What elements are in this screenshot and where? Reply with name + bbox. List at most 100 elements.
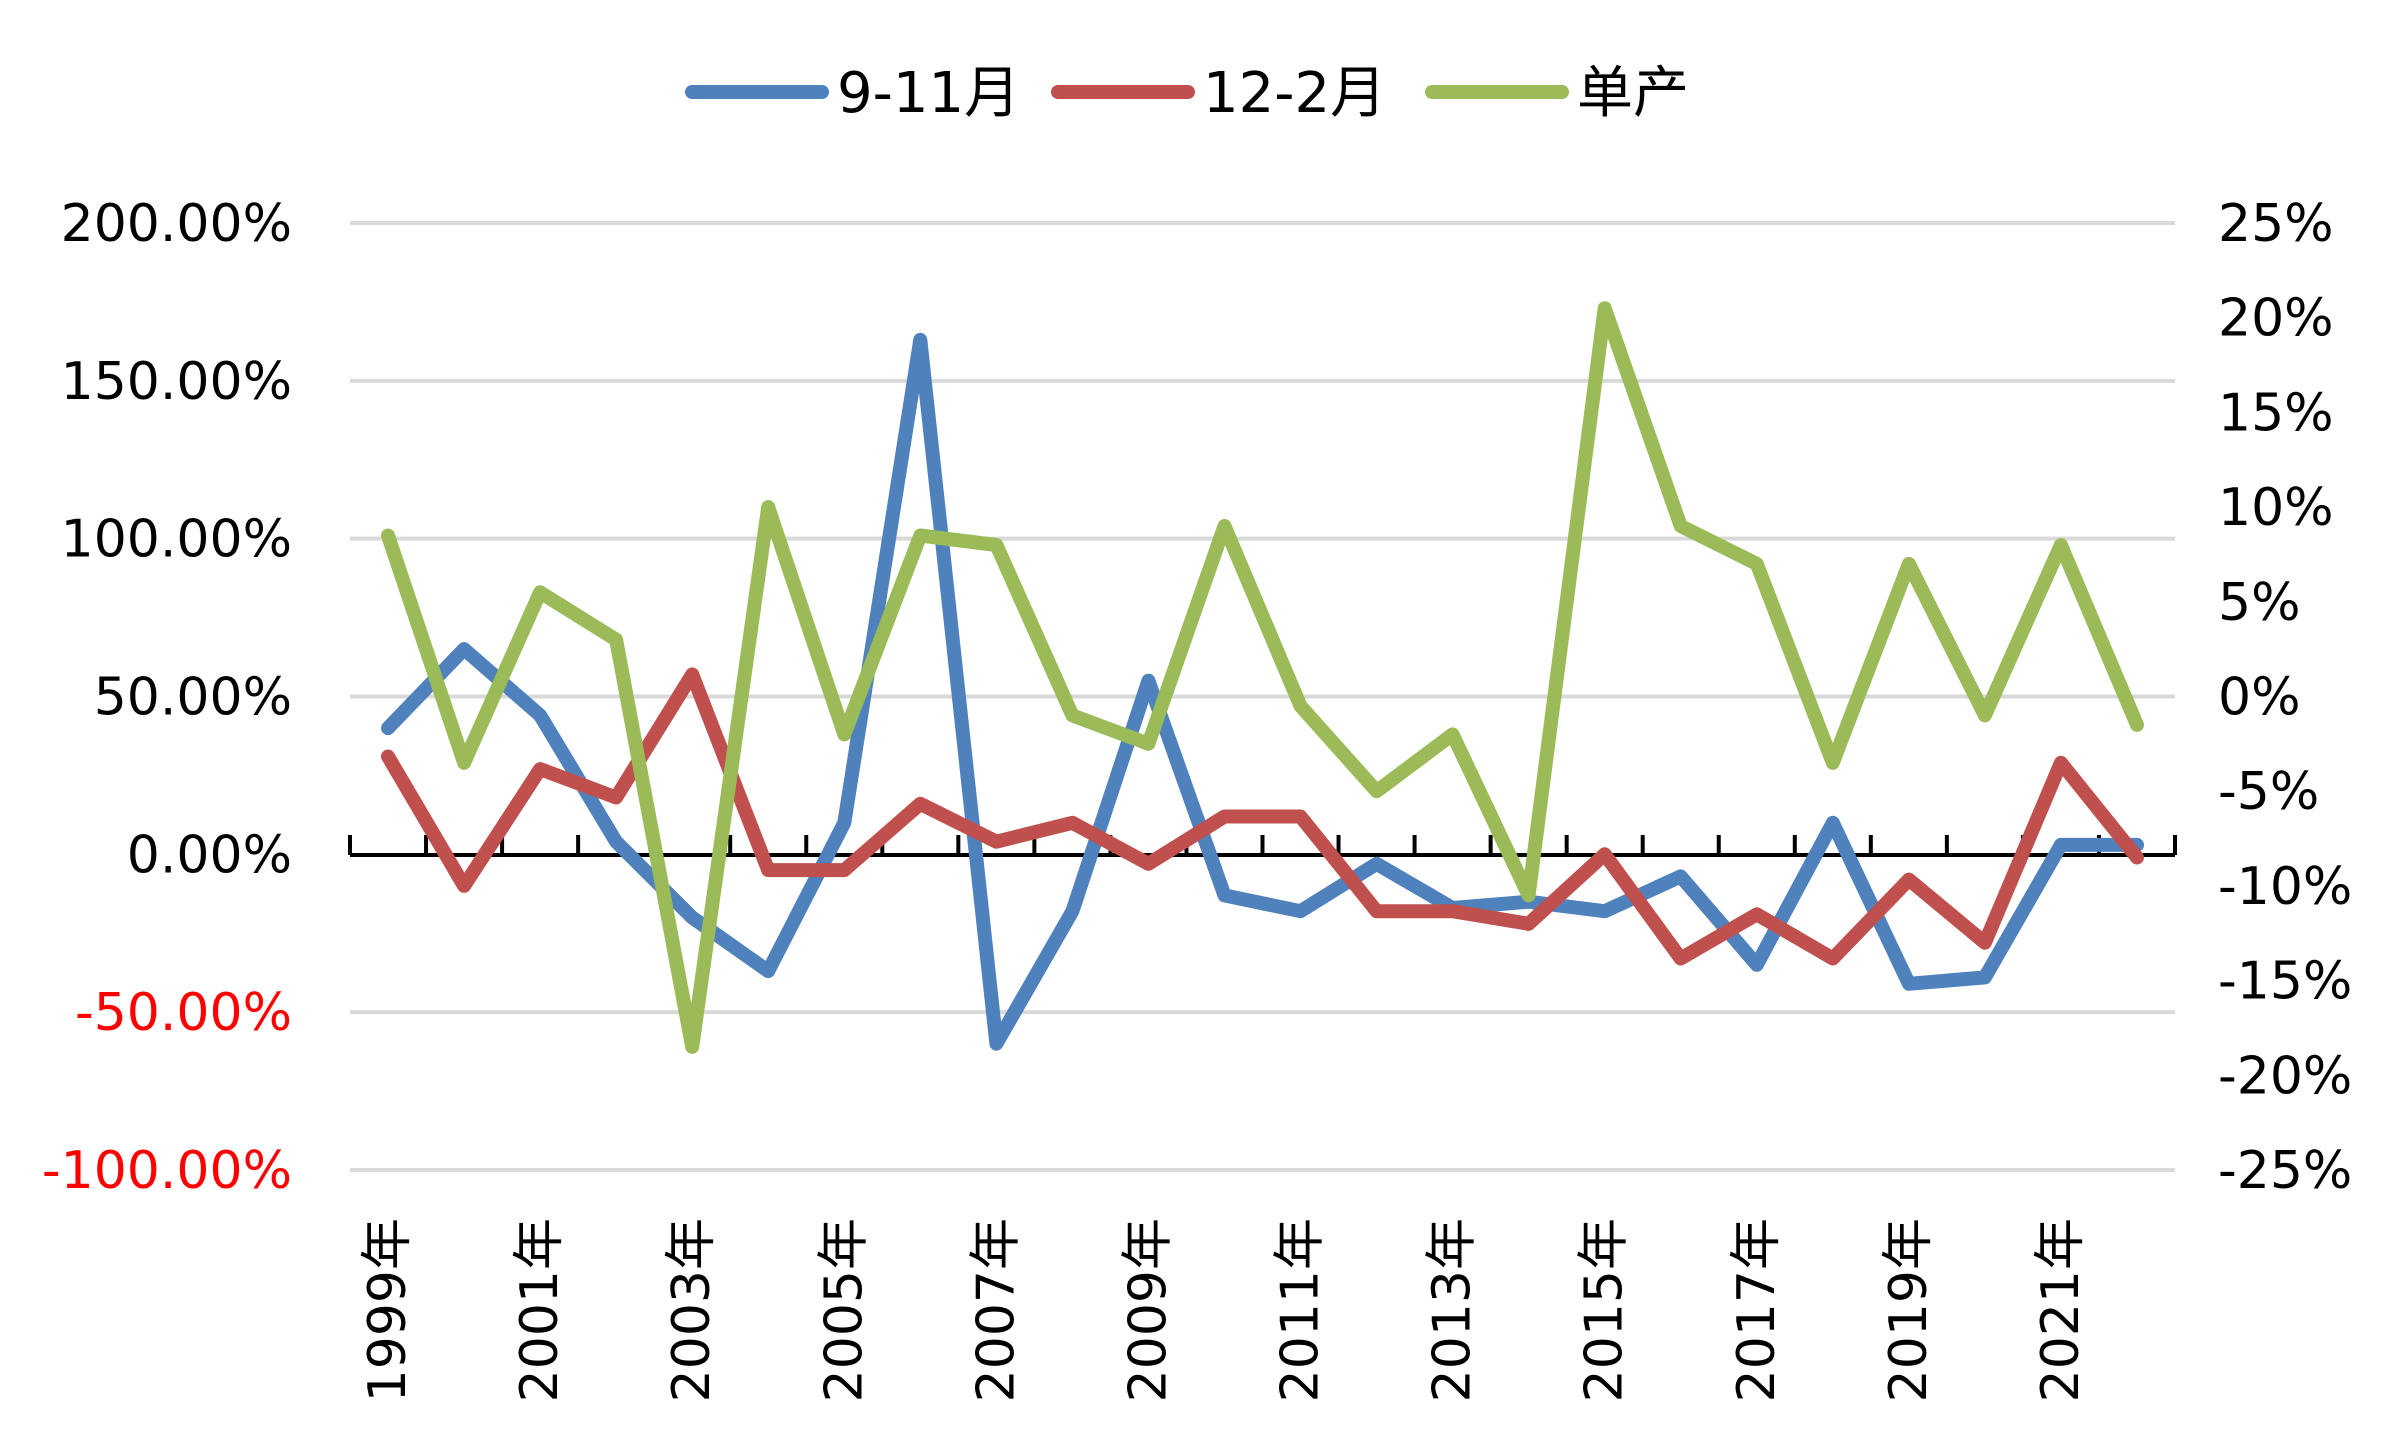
data-point [539,591,541,593]
data-point [995,1043,997,1045]
data-point [2136,724,2138,726]
x-tick-label: 1999年 [358,1218,418,1402]
data-point [767,506,769,508]
data-point [1984,714,1986,716]
data-point [1908,983,1910,985]
data-point [615,639,617,641]
right-axis: 25% 20% 15% 10% 5% 0% -5% -10% -15% -20% -25% [2218,194,2352,1201]
data-point [1223,525,1225,527]
legend-label: 12-2月 [1203,61,1386,126]
data-point [1680,525,1682,527]
series-1 [381,332,2144,1051]
data-point [1071,822,1073,824]
data-point [1604,307,1606,309]
legend-item: 9-11月 [685,61,1020,126]
right-tick-label: -5% [2218,762,2319,822]
data-point [843,733,845,735]
data-point [1984,942,1986,944]
legend-item: 单产 [1425,61,1689,126]
data-point [1680,875,1682,877]
data-point [919,339,921,341]
data-point [1528,894,1530,896]
right-tick-label: -15% [2218,952,2352,1012]
data-point [615,841,617,843]
left-tick-label: 50.00% [94,668,292,728]
series-2 [381,667,2144,966]
data-point [539,768,541,770]
x-tick-label: 2011年 [1271,1218,1331,1402]
data-point [1376,910,1378,912]
data-point [995,841,997,843]
data-point [919,535,921,537]
data-point [1604,853,1606,855]
legend-item: 12-2月 [1051,61,1386,126]
data-point [1756,913,1758,915]
data-point [463,885,465,887]
right-tick-label: 5% [2218,573,2301,633]
data-point [1680,958,1682,960]
x-tick-label: 2017年 [1727,1218,1787,1402]
data-point [1756,563,1758,565]
data-point [2060,762,2062,764]
series-line [381,667,2144,966]
gridlines [350,221,2175,1172]
data-point [1452,910,1454,912]
right-tick-label: 15% [2218,383,2334,443]
x-tick-label: 2015年 [1575,1218,1635,1402]
data-point [843,822,845,824]
left-axis: 200.00% 150.00% 100.00% 50.00% 0.00% -50.00% -… [42,194,292,1201]
data-point [1376,790,1378,792]
data-point [1147,743,1149,745]
left-tick-label: 150.00% [61,352,292,412]
right-tick-label: -20% [2218,1046,2352,1106]
data-point [691,1046,693,1048]
data-point [1832,822,1834,824]
right-tick-label: -25% [2218,1141,2352,1201]
data-point [2136,856,2138,858]
legend-label: 9-11月 [837,61,1020,126]
x-tick-label: 2013年 [1423,1218,1483,1402]
legend-label: 单产 [1577,61,1689,126]
right-tick-label: 10% [2218,478,2334,538]
data-point [387,727,389,729]
right-tick-label: -10% [2218,857,2352,917]
data-point [615,797,617,799]
right-tick-label: 0% [2218,668,2301,728]
x-tick-label: 2001年 [510,1218,570,1402]
data-point [463,648,465,650]
right-tick-label: 20% [2218,289,2334,349]
data-point [1071,714,1073,716]
x-tick-label: 2007年 [966,1218,1026,1402]
data-point [2060,844,2062,846]
left-tick-label: -100.00% [42,1141,292,1201]
x-axis: 1999年 2001年 2003年 2005年 2007年 2009年 2011年 2013年… [348,835,2177,1402]
data-point [691,673,693,675]
data-point [1984,976,1986,978]
series-line [381,332,2144,1051]
data-point [1223,815,1225,817]
data-point [1832,762,1834,764]
left-tick-label: 0.00% [127,825,292,885]
data-point [463,762,465,764]
data-point [387,755,389,757]
data-point [1300,705,1302,707]
data-point [1908,879,1910,881]
data-point [1604,910,1606,912]
data-point [1147,863,1149,865]
left-tick-label: 200.00% [61,194,292,254]
data-point [539,714,541,716]
data-point [767,869,769,871]
data-point [995,544,997,546]
data-point [2060,544,2062,546]
plot-area [381,301,2144,1054]
data-point [1756,964,1758,966]
legend: 9-11月 12-2月 单产 [685,61,1689,126]
series-3 [381,301,2144,1054]
data-point [1452,733,1454,735]
series-line [381,301,2144,1054]
left-tick-label: 100.00% [61,510,292,570]
data-point [387,535,389,537]
x-tick-label: 2005年 [814,1218,874,1402]
data-point [1376,863,1378,865]
